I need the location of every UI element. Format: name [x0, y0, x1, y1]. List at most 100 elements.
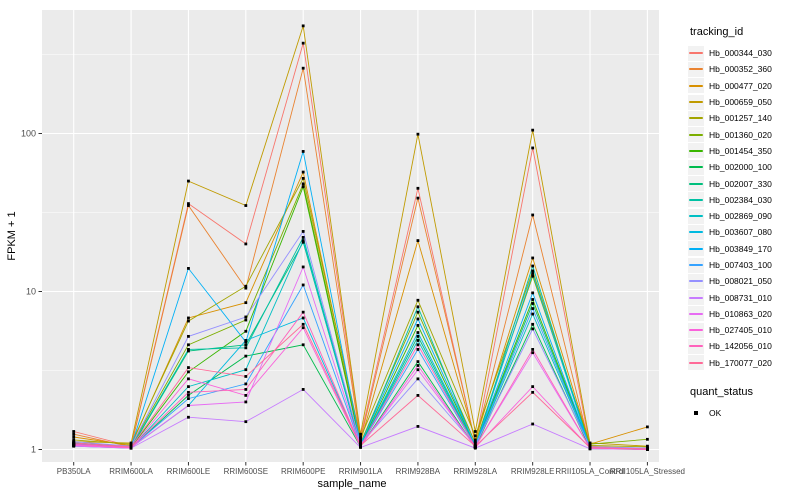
line-swatch-icon [689, 345, 703, 348]
data-point [588, 446, 592, 449]
line-swatch-icon [689, 149, 703, 152]
data-point [531, 351, 535, 355]
line-swatch-icon [689, 280, 703, 283]
data-point [416, 310, 420, 314]
legend-item-label: Hb_001360_020 [709, 129, 772, 140]
legend-key-point-icon [688, 406, 704, 421]
data-point [72, 430, 76, 433]
data-point [187, 334, 190, 338]
legend-item: Hb_001257_140 [688, 110, 798, 126]
data-point [187, 316, 190, 320]
data-point [244, 329, 248, 333]
legend-item-label: Hb_142056_010 [709, 341, 772, 352]
data-point [244, 388, 248, 391]
data-point [244, 340, 248, 344]
legend-item-label: Hb_000477_020 [709, 80, 772, 91]
legend-key-line-icon [688, 338, 704, 354]
data-point [301, 265, 305, 269]
legend-item: Hb_008731_010 [688, 289, 798, 306]
x-tick-label: PB350LA [57, 467, 91, 476]
legend-item-label: Hb_002384_030 [709, 194, 772, 205]
legend-item-label: Hb_027405_010 [709, 325, 772, 336]
legend-item: Hb_000344_030 [688, 45, 798, 61]
legend-item: Hb_002869_090 [688, 208, 798, 224]
data-point [244, 301, 248, 305]
data-point [531, 312, 535, 316]
x-tick-label: RRIM600PE [281, 467, 325, 476]
data-point [187, 390, 190, 394]
legend-key-line-icon [688, 61, 704, 77]
legend-item: Hb_027405_010 [688, 322, 798, 338]
data-point [244, 204, 248, 207]
data-point [531, 264, 535, 268]
data-point [187, 370, 190, 374]
data-point [187, 179, 190, 183]
legend-key-line-icon [688, 257, 704, 273]
line-swatch-icon [689, 215, 703, 218]
data-point [301, 230, 305, 233]
line-swatch-icon [689, 312, 703, 315]
line-swatch-icon [689, 247, 703, 250]
legend-item: Hb_001454_350 [688, 143, 798, 159]
line-swatch-icon [689, 84, 703, 87]
data-point [416, 305, 420, 309]
legend-item-label: Hb_002007_330 [709, 178, 772, 189]
data-point [473, 438, 477, 442]
data-point [416, 360, 420, 364]
legend-key-line-icon [688, 78, 704, 94]
data-point [588, 442, 592, 446]
data-point [129, 445, 133, 449]
line-swatch-icon [689, 133, 703, 136]
legend-item-label: Hb_007403_100 [709, 260, 772, 270]
line-swatch-icon [689, 117, 703, 120]
data-point [72, 438, 76, 442]
data-point [416, 239, 420, 242]
legend-key-line-icon [688, 192, 704, 208]
data-point [244, 375, 248, 378]
x-tick-label: RRII105LA_Control [555, 467, 625, 476]
line-swatch-icon [689, 329, 703, 332]
legend-key-line-icon [688, 143, 704, 159]
legend-item: Hb_002384_030 [688, 192, 798, 208]
legend-item-label: Hb_008021_050 [709, 276, 772, 287]
data-point [129, 442, 133, 446]
data-point [359, 444, 362, 447]
legend-key-line-icon [688, 224, 704, 240]
data-point [531, 291, 535, 295]
data-point [187, 348, 190, 351]
data-point [187, 377, 190, 381]
legend-item: Hb_142056_010 [688, 338, 798, 354]
data-point [416, 317, 420, 321]
data-point [244, 343, 248, 347]
data-point [301, 310, 305, 314]
line-swatch-icon [689, 166, 703, 169]
legend-item: Hb_003607_080 [688, 224, 798, 240]
data-point [301, 322, 305, 326]
legend-item-label: Hb_001454_350 [709, 145, 772, 156]
data-point [646, 425, 649, 429]
data-point [531, 390, 535, 394]
legend-key-line-icon [688, 322, 704, 338]
data-point [244, 286, 248, 290]
data-point [244, 242, 248, 246]
data-point [187, 397, 190, 400]
legend-item-label: Hb_002000_100 [709, 162, 772, 173]
legend-item-label: Hb_000352_360 [709, 64, 772, 75]
legend-item: Hb_000659_050 [688, 94, 798, 110]
legend-item-label: Hb_000659_050 [709, 97, 772, 108]
line-swatch-icon [689, 52, 703, 55]
y-tick-label: 100 [21, 129, 36, 139]
data-point [301, 388, 305, 391]
legend-item-label: Hb_008731_010 [709, 292, 772, 303]
data-point [244, 400, 248, 404]
data-point [72, 432, 76, 436]
data-point [473, 434, 477, 438]
line-swatch-icon [689, 361, 703, 364]
data-point [531, 256, 535, 260]
data-point [416, 298, 420, 302]
x-tick-label: RRIM600LA [109, 467, 153, 476]
x-tick-label: RRIM600LE [167, 467, 211, 476]
data-point [416, 324, 420, 327]
data-point [72, 441, 76, 445]
